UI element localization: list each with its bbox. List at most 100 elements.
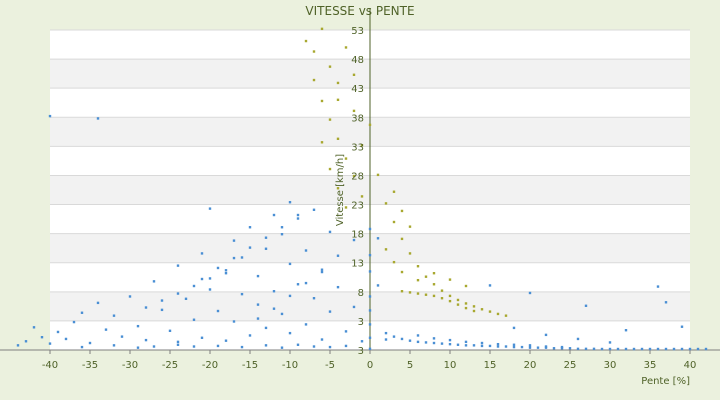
data-point: [304, 39, 308, 43]
data-point: [96, 117, 100, 120]
data-point: [368, 309, 372, 312]
data-point: [528, 291, 532, 295]
data-point: [496, 345, 500, 348]
data-point: [248, 334, 252, 337]
data-point: [280, 312, 284, 316]
data-point: [160, 308, 164, 312]
data-point: [640, 347, 644, 351]
data-point: [368, 336, 372, 339]
data-point: [296, 343, 300, 346]
x-tick-label: -20: [202, 360, 218, 371]
y-tick-label: 23: [351, 201, 364, 212]
data-point: [272, 307, 276, 310]
data-point: [336, 98, 340, 102]
data-point: [216, 344, 220, 348]
data-point: [320, 338, 324, 341]
data-point: [248, 246, 252, 249]
data-point: [264, 326, 268, 330]
data-point: [552, 347, 556, 350]
x-tick-label: 35: [644, 360, 657, 371]
data-point: [280, 346, 284, 349]
data-point: [616, 347, 620, 351]
data-point: [296, 283, 300, 286]
data-point: [576, 337, 580, 341]
data-point: [504, 314, 508, 317]
data-point: [432, 272, 436, 275]
data-point: [528, 346, 532, 349]
data-point: [312, 297, 316, 300]
data-point: [312, 345, 316, 348]
data-point: [560, 345, 564, 349]
data-point: [112, 344, 116, 347]
data-point: [480, 308, 484, 311]
data-point: [336, 187, 340, 190]
data-point: [400, 290, 404, 293]
data-point: [368, 270, 372, 273]
data-point: [416, 278, 420, 282]
data-point: [384, 338, 388, 341]
data-point: [440, 289, 444, 292]
x-tick-label: -25: [162, 360, 178, 371]
data-point: [88, 341, 92, 345]
data-point: [120, 335, 124, 338]
x-tick-label: -35: [82, 360, 98, 371]
data-point: [320, 268, 324, 271]
data-point: [312, 78, 316, 82]
y-tick-label: 8: [358, 288, 364, 299]
x-axis-label: Pente [%]: [641, 376, 690, 387]
data-point: [144, 306, 148, 309]
data-point: [672, 347, 676, 351]
data-point: [264, 247, 268, 250]
data-point: [456, 343, 460, 346]
data-point: [224, 269, 228, 272]
data-point: [584, 304, 588, 307]
data-point: [488, 344, 492, 348]
data-point: [392, 260, 396, 264]
y-tick-label: 13: [351, 259, 364, 270]
x-tick-label: -15: [242, 360, 258, 371]
y-tick-label: 18: [351, 230, 364, 241]
x-tick-label: 15: [484, 360, 497, 371]
data-point: [96, 301, 100, 305]
data-point: [368, 295, 372, 298]
data-point: [200, 252, 204, 255]
data-point: [488, 310, 492, 313]
data-point: [208, 277, 212, 280]
data-point: [600, 347, 604, 351]
data-point: [80, 311, 84, 314]
data-point: [128, 295, 132, 298]
data-point: [248, 226, 252, 229]
x-tick-label: -10: [282, 360, 298, 371]
data-point: [80, 345, 84, 349]
data-point: [136, 346, 140, 349]
data-point: [328, 167, 332, 171]
data-point: [352, 305, 356, 309]
data-point: [584, 347, 588, 351]
data-point: [400, 337, 404, 341]
data-point: [256, 317, 260, 320]
data-point: [624, 329, 628, 332]
data-point: [448, 278, 452, 281]
data-point: [328, 345, 332, 349]
data-point: [688, 347, 692, 351]
data-point: [472, 309, 476, 313]
data-point: [152, 345, 156, 348]
data-point: [344, 206, 348, 209]
data-point: [608, 347, 612, 351]
x-tick-label: 25: [564, 360, 577, 371]
data-point: [304, 281, 308, 285]
data-point: [296, 217, 300, 220]
data-point: [216, 266, 220, 270]
data-point: [432, 283, 436, 286]
data-point: [176, 264, 180, 267]
data-point: [176, 340, 180, 344]
data-point: [448, 299, 452, 303]
data-point: [432, 294, 436, 298]
data-point: [480, 344, 484, 348]
data-point: [464, 306, 468, 310]
y-tick-label: 48: [351, 55, 364, 66]
data-point: [320, 270, 324, 274]
data-point: [432, 341, 436, 345]
data-point: [368, 347, 372, 351]
